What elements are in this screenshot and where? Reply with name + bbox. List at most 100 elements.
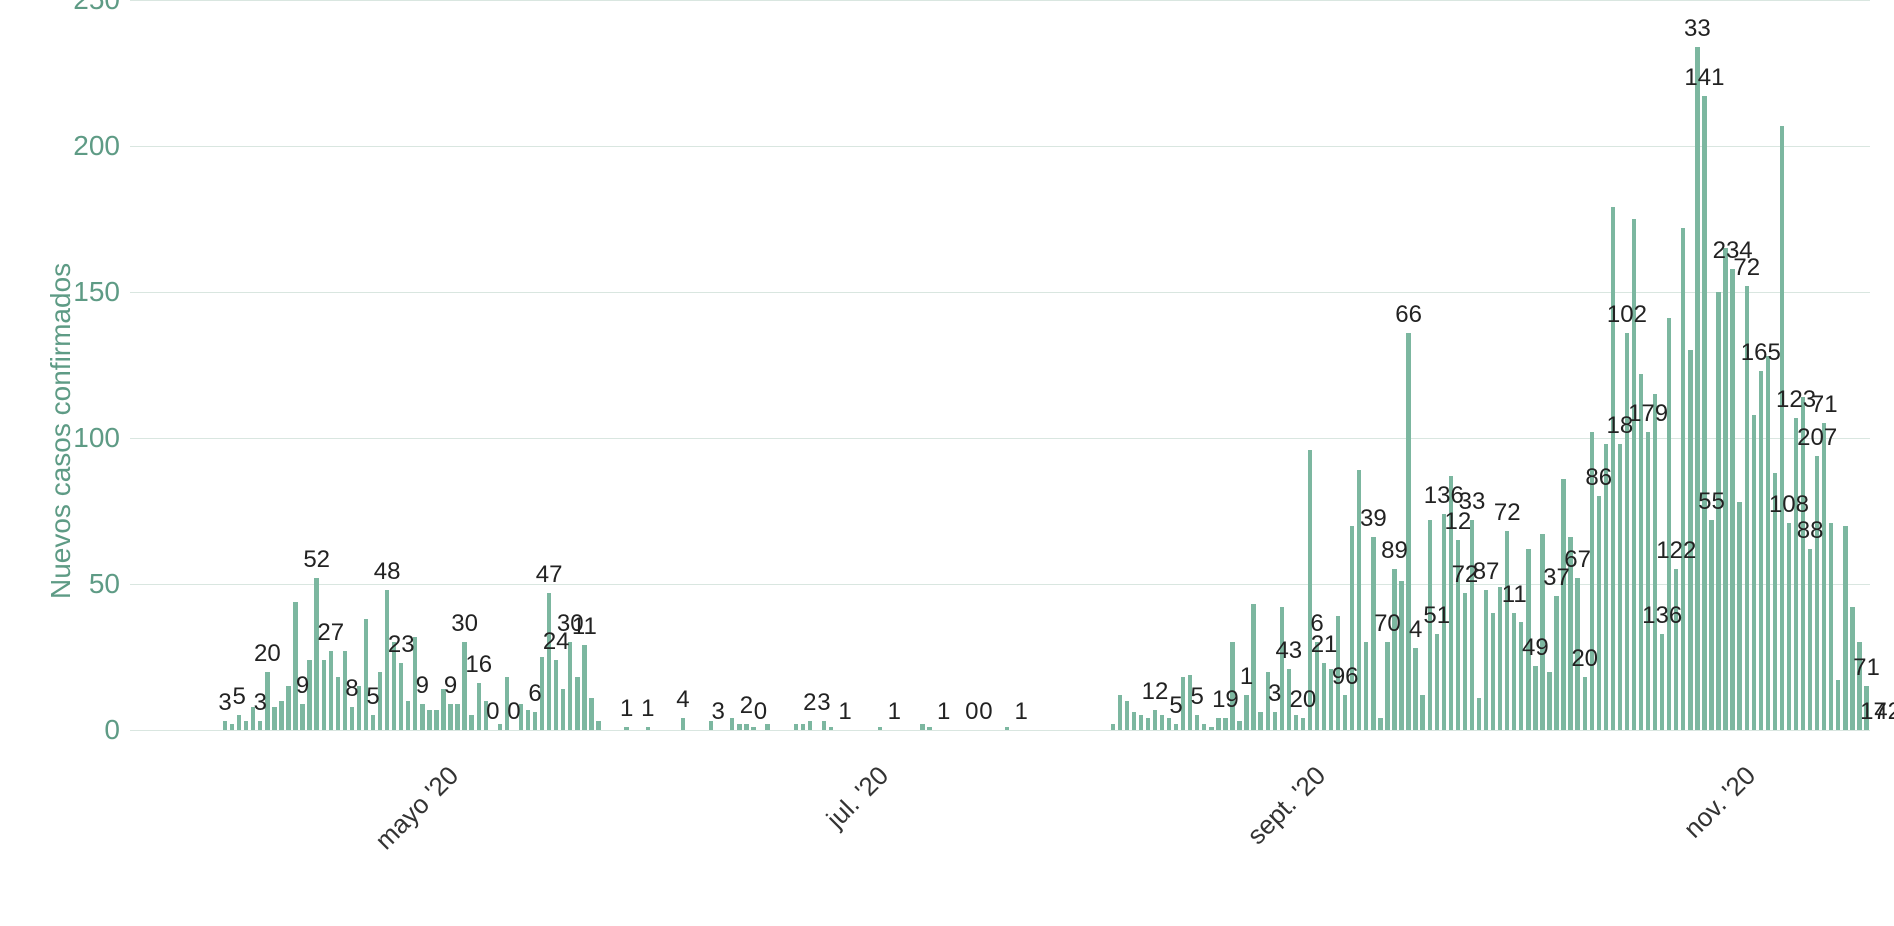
bar-value-label: 2 bbox=[740, 692, 753, 720]
x-tick-label: jul. '20 bbox=[821, 760, 895, 834]
bar-value-label: 3 bbox=[254, 689, 267, 717]
bar bbox=[730, 718, 734, 730]
bar bbox=[1597, 496, 1601, 730]
bar bbox=[322, 660, 326, 730]
bar bbox=[1561, 479, 1565, 730]
bar-value-label: 86 bbox=[1585, 464, 1612, 492]
bar-value-label: 1 bbox=[1240, 663, 1253, 691]
bar-value-label: 89 bbox=[1381, 537, 1408, 565]
plot-area: 3532095227854823993016006472430111143202… bbox=[130, 0, 1870, 730]
bar-value-label: 71 bbox=[1811, 391, 1838, 419]
bar-value-label: 21 bbox=[1311, 631, 1338, 659]
bar bbox=[1378, 718, 1382, 730]
bar bbox=[1273, 712, 1277, 730]
bar bbox=[1484, 590, 1488, 730]
bar-value-label: 9 bbox=[416, 672, 429, 700]
bar bbox=[237, 715, 241, 730]
y-tick-label: 250 bbox=[60, 0, 120, 16]
bar bbox=[1815, 456, 1819, 730]
bar-value-label: 11 bbox=[1502, 581, 1527, 609]
bar bbox=[427, 710, 431, 730]
bar bbox=[927, 727, 931, 730]
bar bbox=[350, 707, 354, 730]
bar bbox=[1139, 715, 1143, 730]
bar-value-label: 2 bbox=[803, 689, 816, 717]
bar bbox=[751, 727, 755, 730]
bar bbox=[1766, 356, 1770, 730]
bar bbox=[1808, 549, 1812, 730]
bar-value-label: 4 bbox=[1409, 616, 1422, 644]
bar bbox=[406, 701, 410, 730]
bar-value-label: 30 bbox=[451, 610, 478, 638]
bar bbox=[575, 677, 579, 730]
bar bbox=[258, 721, 262, 730]
bar bbox=[293, 602, 297, 730]
bar bbox=[279, 701, 283, 730]
bar bbox=[808, 721, 812, 730]
bar bbox=[1843, 526, 1847, 730]
bar bbox=[1618, 444, 1622, 730]
bar bbox=[1209, 727, 1213, 730]
bar-value-label: 8 bbox=[345, 675, 358, 703]
bar bbox=[681, 718, 685, 730]
bar bbox=[1202, 724, 1206, 730]
bar-value-label: 16 bbox=[465, 651, 492, 679]
bar-value-label: 179 bbox=[1628, 400, 1668, 428]
bar-value-label: 33 bbox=[1684, 15, 1711, 43]
gridline bbox=[130, 730, 1870, 731]
bar bbox=[1216, 718, 1220, 730]
bar-value-label: 66 bbox=[1395, 301, 1422, 329]
bar bbox=[1005, 727, 1009, 730]
bar bbox=[223, 721, 227, 730]
bar-value-label: 3 bbox=[712, 698, 725, 726]
bar-value-label: 67 bbox=[1564, 546, 1591, 574]
bar bbox=[1237, 721, 1241, 730]
bar-value-label: 0 bbox=[965, 698, 978, 726]
bar bbox=[596, 721, 600, 730]
bar bbox=[1111, 724, 1115, 730]
bar bbox=[547, 593, 551, 730]
bar-value-label: 3 bbox=[1268, 680, 1281, 708]
bar-value-label: 52 bbox=[303, 546, 330, 574]
bar-value-label: 96 bbox=[1332, 663, 1359, 691]
bar bbox=[364, 619, 368, 730]
bar-value-label: 11 bbox=[572, 613, 597, 641]
bar bbox=[1385, 642, 1389, 730]
bar bbox=[420, 704, 424, 730]
bar-value-label: 1 bbox=[937, 698, 950, 726]
bar-value-label: 9 bbox=[296, 672, 309, 700]
bar bbox=[1223, 718, 1227, 730]
bar-value-label: 108 bbox=[1769, 491, 1809, 519]
bar-value-label: 47 bbox=[536, 561, 563, 589]
y-tick-label: 50 bbox=[60, 568, 120, 600]
bar bbox=[1794, 418, 1798, 730]
bar bbox=[336, 677, 340, 730]
bar bbox=[1364, 642, 1368, 730]
bar bbox=[314, 578, 318, 730]
bar bbox=[1646, 432, 1650, 730]
bar-value-label: 4 bbox=[676, 686, 689, 714]
bar-value-label: 5 bbox=[1169, 692, 1182, 720]
bar bbox=[1420, 695, 1424, 730]
bar bbox=[1829, 523, 1833, 730]
bar bbox=[1491, 613, 1495, 730]
bar-value-label: 1 bbox=[838, 698, 851, 726]
bar-value-label: 5 bbox=[366, 683, 379, 711]
bar-value-label: 88 bbox=[1797, 517, 1824, 545]
bar bbox=[737, 724, 741, 730]
bar-value-label: 141 bbox=[1684, 64, 1724, 92]
chart-container: Nuevos casos confirmados 353209522785482… bbox=[0, 0, 1894, 926]
bar bbox=[526, 710, 530, 730]
bar-value-label: 72 bbox=[1494, 499, 1521, 527]
bar bbox=[1554, 596, 1558, 730]
bar-value-label: 3 bbox=[817, 689, 830, 717]
y-tick-label: 150 bbox=[60, 276, 120, 308]
bar bbox=[1322, 663, 1326, 730]
bar bbox=[1752, 415, 1756, 730]
bar-value-label: 70 bbox=[1374, 610, 1401, 638]
bar-value-label: 49 bbox=[1522, 634, 1549, 662]
bar-value-label: 20 bbox=[1571, 645, 1598, 673]
bar bbox=[286, 686, 290, 730]
bar bbox=[878, 727, 882, 730]
bar bbox=[1153, 710, 1157, 730]
